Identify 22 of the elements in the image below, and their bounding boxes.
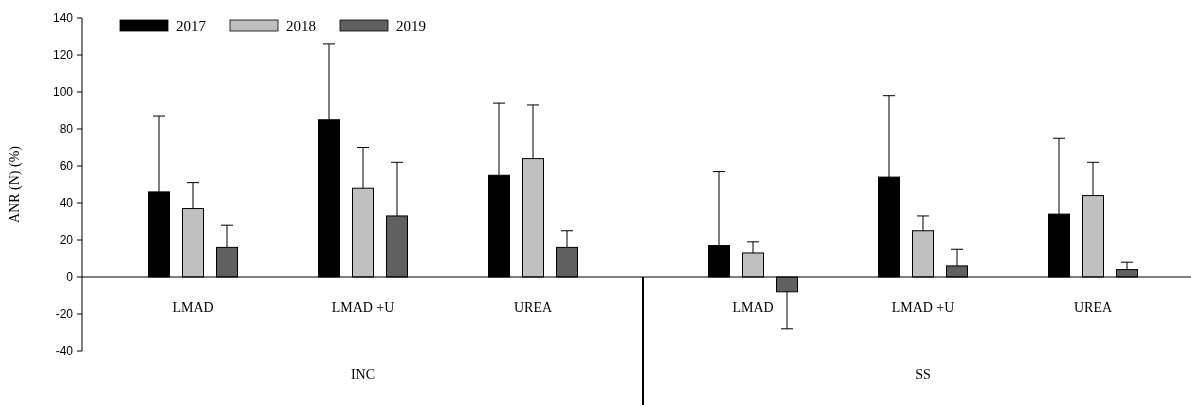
y-tick-label: 40: [59, 196, 74, 211]
x-tick-label: LMAD +U: [331, 300, 395, 315]
y-tick-label: 100: [52, 85, 74, 100]
y-tick-label: 20: [59, 233, 74, 248]
x-tick-label: UREA: [1073, 300, 1113, 315]
y-tick-label: 80: [59, 122, 74, 137]
y-tick-label: 60: [59, 159, 74, 174]
y-tick-label: -40: [55, 344, 74, 359]
text: SS: [915, 367, 931, 382]
x-tick-label: UREA: [513, 300, 553, 315]
legend-label: 2019: [396, 18, 426, 35]
y-tick-label: 140: [52, 11, 74, 26]
y-tick-label: 120: [52, 48, 74, 63]
legend-label: 2017: [176, 18, 207, 35]
y-axis-title: ANR (N) (%): [7, 145, 23, 223]
x-tick-label: LMAD: [172, 300, 214, 315]
x-tick-label: LMAD +U: [891, 300, 955, 315]
legend-label: 2018: [286, 18, 316, 35]
y-tick-label: -20: [55, 307, 74, 322]
y-tick-label: 0: [66, 270, 74, 285]
x-tick-label: LMAD: [732, 300, 774, 315]
text: INC: [350, 367, 376, 382]
